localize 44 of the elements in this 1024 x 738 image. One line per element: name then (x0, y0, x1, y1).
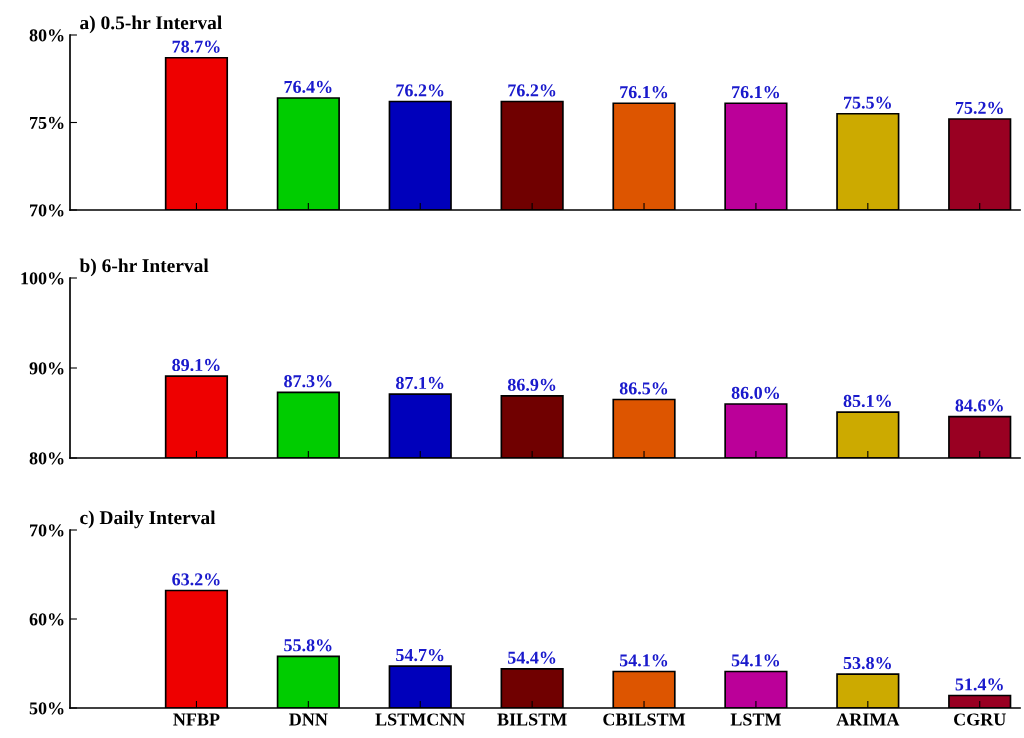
data-label: 85.1% (843, 394, 891, 408)
y-tick-label: 70% (30, 204, 64, 217)
data-label: 76.4% (284, 80, 332, 94)
data-label: 78.7% (172, 40, 220, 53)
x-tick-label: LSTMCNN (375, 713, 466, 726)
data-label: 55.8% (284, 639, 332, 652)
data-label: 76.1% (732, 86, 780, 99)
x-tick-label: LSTM (730, 713, 781, 726)
y-tick-label: 90% (29, 362, 64, 375)
x-tick-label: NFBP (173, 713, 220, 726)
data-label: 84.6% (955, 399, 1003, 412)
data-label: 54.4% (508, 651, 556, 664)
data-label: 63.2% (172, 573, 220, 586)
data-label: 87.3% (284, 375, 332, 388)
x-tick-label: CGRU (954, 713, 1006, 726)
data-label: 87.1% (396, 376, 444, 390)
y-tick-label: 80% (29, 29, 64, 42)
data-label: 86.5% (619, 382, 668, 395)
data-label: 86.9% (507, 378, 556, 391)
x-tick-label: CBILSTM (603, 713, 686, 726)
y-tick-label: 50% (29, 702, 64, 715)
y-tick-label: 80% (29, 452, 64, 465)
chart-title: b) 6-hr Interval (79, 258, 209, 277)
data-label: 76.2% (508, 84, 556, 97)
x-tick-label: DNN (289, 713, 328, 726)
data-label: 76.1% (620, 86, 668, 99)
data-label: 54.7% (396, 648, 444, 662)
data-label: 75.5% (844, 96, 891, 109)
x-tick-label: BILSTM (497, 713, 567, 726)
data-label: 53.8% (843, 656, 891, 670)
y-tick-label: 70% (30, 524, 64, 537)
data-label: 75.2% (955, 101, 1003, 115)
chart-title: c) Daily Interval (80, 510, 216, 529)
y-tick-label: 75% (30, 116, 64, 129)
data-label: 76.2% (396, 84, 444, 97)
data-label: 54.1% (731, 654, 780, 667)
data-label: 89.1% (172, 358, 220, 372)
data-label: 54.1% (619, 654, 668, 667)
chart-title: a) 0.5-hr Interval (80, 15, 222, 34)
data-label: 51.4% (955, 678, 1003, 691)
y-tick-label: 100% (21, 272, 64, 285)
data-label: 86.0% (731, 386, 780, 400)
y-tick-label: 60% (29, 613, 64, 626)
x-tick-label: ARIMA (836, 713, 900, 726)
